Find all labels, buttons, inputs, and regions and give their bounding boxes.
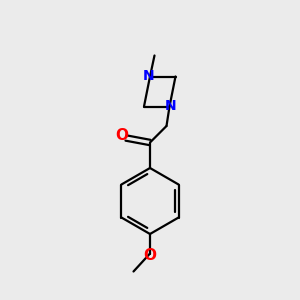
Text: O: O [143,248,157,263]
Text: N: N [165,100,176,113]
Text: N: N [143,70,154,83]
Text: O: O [115,128,128,143]
